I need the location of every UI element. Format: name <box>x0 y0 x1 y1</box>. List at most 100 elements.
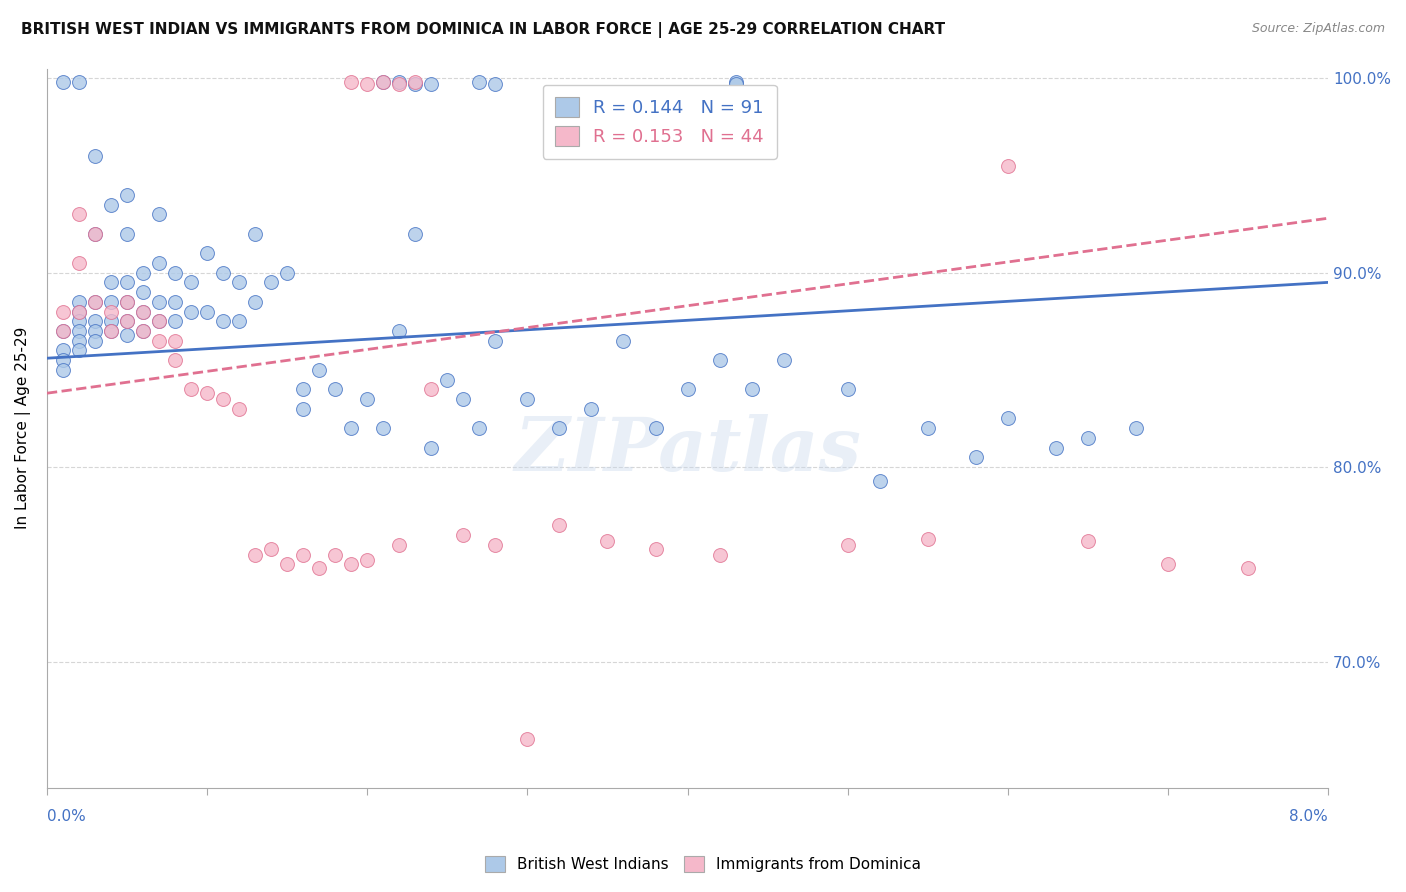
Point <box>709 548 731 562</box>
Point <box>115 314 138 328</box>
Point <box>148 294 170 309</box>
Point <box>292 548 315 562</box>
Point <box>356 553 378 567</box>
Point <box>148 334 170 348</box>
Point <box>212 314 235 328</box>
Point <box>308 363 330 377</box>
Point <box>373 421 395 435</box>
Point <box>340 558 363 572</box>
Point <box>420 382 443 396</box>
Point <box>453 392 475 406</box>
Point <box>612 334 634 348</box>
Point <box>1157 558 1180 572</box>
Point <box>100 276 122 290</box>
Point <box>67 304 90 318</box>
Point <box>292 382 315 396</box>
Point <box>453 528 475 542</box>
Point <box>100 304 122 318</box>
Point <box>228 314 250 328</box>
Point <box>52 363 75 377</box>
Point <box>52 304 75 318</box>
Point <box>548 518 571 533</box>
Point <box>1077 533 1099 548</box>
Point <box>84 324 107 338</box>
Point <box>67 343 90 358</box>
Point <box>212 266 235 280</box>
Point <box>484 77 506 91</box>
Point <box>148 314 170 328</box>
Point <box>165 266 187 280</box>
Point <box>388 324 411 338</box>
Point <box>356 392 378 406</box>
Point <box>724 75 747 89</box>
Point <box>165 294 187 309</box>
Point <box>132 324 155 338</box>
Point <box>323 548 346 562</box>
Point <box>195 386 218 401</box>
Point <box>404 75 426 89</box>
Point <box>1237 561 1260 575</box>
Point <box>323 382 346 396</box>
Point <box>388 75 411 89</box>
Point <box>84 294 107 309</box>
Point <box>100 314 122 328</box>
Point <box>148 207 170 221</box>
Point <box>243 548 266 562</box>
Point <box>292 401 315 416</box>
Point <box>132 285 155 299</box>
Point <box>165 353 187 368</box>
Point <box>180 382 202 396</box>
Point <box>115 327 138 342</box>
Point <box>388 538 411 552</box>
Point <box>965 450 987 465</box>
Point <box>100 324 122 338</box>
Point <box>741 382 763 396</box>
Text: 0.0%: 0.0% <box>46 809 86 824</box>
Point <box>388 77 411 91</box>
Point <box>581 401 603 416</box>
Point <box>52 75 75 89</box>
Point <box>84 314 107 328</box>
Point <box>115 314 138 328</box>
Point <box>228 276 250 290</box>
Point <box>52 324 75 338</box>
Point <box>340 421 363 435</box>
Point <box>100 197 122 211</box>
Point <box>308 561 330 575</box>
Point <box>84 227 107 241</box>
Point <box>420 77 443 91</box>
Point <box>115 276 138 290</box>
Point <box>917 532 939 546</box>
Point <box>837 538 859 552</box>
Point <box>165 334 187 348</box>
Point <box>484 334 506 348</box>
Point <box>52 324 75 338</box>
Point <box>84 294 107 309</box>
Point <box>276 558 298 572</box>
Point <box>52 343 75 358</box>
Point <box>228 401 250 416</box>
Point <box>115 227 138 241</box>
Point <box>373 75 395 89</box>
Text: BRITISH WEST INDIAN VS IMMIGRANTS FROM DOMINICA IN LABOR FORCE | AGE 25-29 CORRE: BRITISH WEST INDIAN VS IMMIGRANTS FROM D… <box>21 22 945 38</box>
Point <box>132 304 155 318</box>
Point <box>997 411 1019 425</box>
Point <box>180 304 202 318</box>
Point <box>917 421 939 435</box>
Point <box>516 392 538 406</box>
Point <box>165 314 187 328</box>
Point <box>100 324 122 338</box>
Point <box>869 474 891 488</box>
Point <box>468 75 491 89</box>
Point <box>1125 421 1147 435</box>
Point <box>67 256 90 270</box>
Point <box>148 314 170 328</box>
Point <box>997 159 1019 173</box>
Point <box>436 373 458 387</box>
Point <box>212 392 235 406</box>
Point <box>115 294 138 309</box>
Point <box>243 227 266 241</box>
Point <box>195 304 218 318</box>
Point <box>115 187 138 202</box>
Point <box>1045 441 1067 455</box>
